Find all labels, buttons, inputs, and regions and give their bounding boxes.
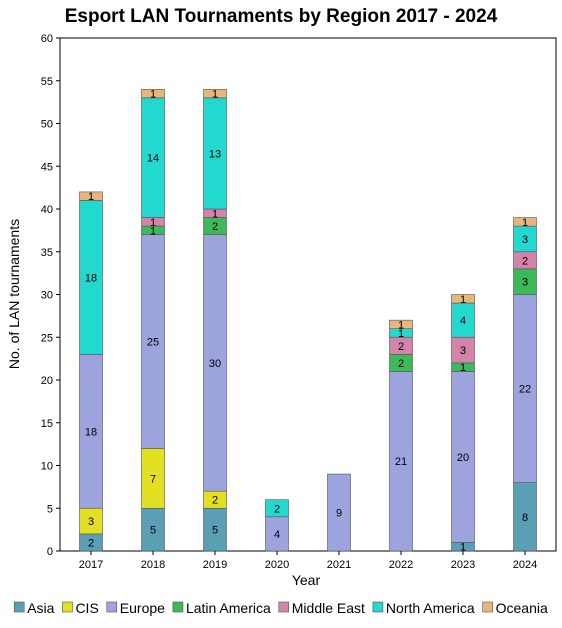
segment-value-label: 2	[522, 255, 528, 267]
segment-value-label: 5	[150, 525, 156, 537]
bar-segment	[265, 499, 289, 518]
y-tick-label: 60	[41, 33, 53, 45]
segment-value-label: 5	[212, 525, 218, 537]
segment-value-label: 2	[274, 503, 280, 515]
legend-item: North America	[372, 600, 475, 616]
segment-value-label: 14	[147, 153, 159, 165]
segment-value-label: 20	[457, 452, 469, 464]
legend-item: Asia	[13, 600, 55, 616]
bar-segment	[203, 89, 227, 99]
segment-value-label: 22	[519, 384, 531, 396]
legend-swatch	[106, 601, 118, 613]
segment-value-label: 4	[274, 529, 280, 541]
segment-value-label: 7	[150, 473, 156, 485]
legend-swatch	[372, 601, 384, 613]
x-axis-label: Year	[292, 572, 321, 588]
plot-area: 0510152025303540455055602318181201757251…	[41, 33, 557, 571]
segment-value-label: 1	[398, 319, 404, 331]
y-tick-label: 30	[41, 290, 53, 302]
x-tick-label: 2021	[327, 559, 351, 571]
x-tick-label: 2022	[389, 559, 413, 571]
legend: Asia CIS Europe Latin America Middle East Nor…	[13, 600, 548, 616]
segment-value-label: 2	[398, 341, 404, 353]
segment-value-label: 18	[85, 272, 97, 284]
bar-segment	[79, 191, 103, 201]
y-tick-label: 50	[41, 119, 53, 131]
segment-value-label: 1	[460, 362, 466, 374]
segment-value-label: 4	[460, 315, 466, 327]
chart-title: Esport LAN Tournaments by Region 2017 - …	[65, 6, 498, 27]
segment-value-label: 1	[460, 294, 466, 306]
segment-value-label: 1	[212, 89, 218, 101]
legend-item: CIS	[62, 600, 99, 616]
legend-swatch	[62, 601, 73, 613]
segment-value-label: 1	[150, 89, 156, 101]
x-tick-label: 2019	[203, 559, 227, 571]
x-tick-label: 2020	[265, 559, 289, 571]
bar-segment	[451, 294, 475, 304]
legend-swatch	[13, 601, 25, 613]
y-tick-label: 0	[47, 546, 53, 558]
x-tick-label: 2024	[513, 559, 537, 571]
segment-value-label: 13	[209, 148, 221, 160]
y-axis-label: No. of LAN tournaments	[6, 219, 22, 369]
segment-value-label: 8	[522, 512, 528, 524]
legend-label: Latin America	[186, 600, 271, 616]
segment-value-label: 2	[212, 495, 218, 507]
legend-label: Oceania	[496, 600, 548, 616]
segment-value-label: 18	[85, 426, 97, 438]
segment-value-label: 2	[398, 358, 404, 370]
y-tick-label: 5	[47, 503, 53, 515]
segment-value-label: 1	[212, 208, 218, 220]
x-tick-label: 2023	[451, 559, 475, 571]
bar-segment	[389, 319, 413, 329]
plot-frame	[59, 37, 557, 552]
segment-value-label: 21	[395, 456, 407, 468]
y-tick-label: 20	[41, 375, 53, 387]
segment-value-label: 25	[147, 337, 159, 349]
segment-value-label: 30	[209, 358, 221, 370]
y-tick-label: 45	[41, 161, 53, 173]
segment-value-label: 1	[150, 217, 156, 229]
legend-item: Latin America	[172, 600, 271, 616]
legend-swatch	[278, 601, 290, 613]
legend-label: Asia	[27, 600, 54, 616]
segment-value-label: 3	[460, 345, 466, 357]
y-tick-label: 10	[41, 461, 53, 473]
segment-value-label: 3	[522, 234, 528, 246]
y-tick-label: 35	[41, 247, 53, 259]
legend-label: Middle East	[292, 600, 365, 616]
legend-item: Oceania	[482, 600, 548, 616]
y-tick-label: 25	[41, 332, 53, 344]
segment-value-label: 1	[460, 542, 466, 554]
y-tick-label: 55	[41, 76, 53, 88]
y-tick-label: 15	[41, 418, 53, 430]
legend-label: Europe	[120, 600, 165, 616]
x-tick-label: 2018	[141, 559, 165, 571]
legend-label: North America	[386, 600, 475, 616]
segment-value-label: 3	[88, 516, 94, 528]
segment-value-label: 1	[150, 225, 156, 237]
segment-value-label: 2	[212, 221, 218, 233]
legend-item: Middle East	[278, 600, 365, 616]
segment-value-label: 1	[398, 328, 404, 340]
bar-segment	[141, 89, 165, 99]
segment-value-label: 1	[88, 191, 94, 203]
y-tick-label: 40	[41, 204, 53, 216]
segment-value-label: 1	[522, 217, 528, 229]
legend-item: Europe	[106, 600, 165, 616]
legend-label: CIS	[75, 600, 98, 616]
x-tick-label: 2017	[79, 559, 103, 571]
segment-value-label: 9	[336, 508, 342, 520]
legend-swatch	[172, 601, 184, 613]
segment-value-label: 2	[88, 537, 94, 549]
segment-value-label: 3	[522, 277, 528, 289]
legend-swatch	[482, 601, 493, 613]
bar-segment	[513, 217, 537, 227]
